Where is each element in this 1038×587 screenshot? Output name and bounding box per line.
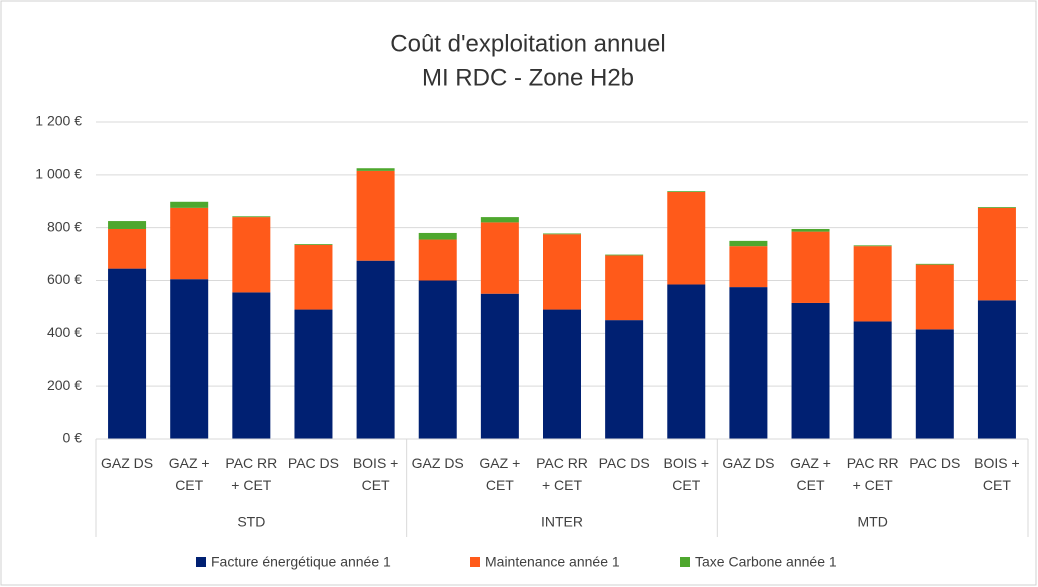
x-tick-label: PAC DS xyxy=(598,455,650,471)
bar-segment xyxy=(418,280,457,439)
bar-segment xyxy=(232,216,271,218)
bar-segment xyxy=(294,244,333,310)
bar-segment xyxy=(605,320,644,439)
x-tick-label: GAZ DS xyxy=(722,455,775,471)
bar-segment xyxy=(294,309,333,439)
bar-segment xyxy=(853,245,892,247)
chart-subtitle: MI RDC - Zone H2b xyxy=(422,64,634,91)
bar-segment xyxy=(418,239,457,281)
x-tick-label: GAZ + CET xyxy=(479,455,521,493)
legend-swatch xyxy=(196,557,206,567)
group-label: MTD xyxy=(858,514,888,530)
legend-swatch xyxy=(680,557,690,567)
legend-label: Maintenance année 1 xyxy=(485,554,620,570)
bar-segment xyxy=(667,191,706,193)
bar-segment xyxy=(543,234,581,310)
bar-segment xyxy=(853,246,892,322)
y-tick-label: 200 € xyxy=(47,377,82,393)
group-label: INTER xyxy=(541,514,583,530)
y-tick-label: 600 € xyxy=(47,271,82,287)
bar-segment xyxy=(170,279,209,439)
x-tick-label: PAC DS xyxy=(287,455,339,471)
x-tick-label: BOIS + CET xyxy=(974,455,1020,493)
group-label: STD xyxy=(237,514,265,530)
bar-segment xyxy=(480,217,519,223)
bar-segment xyxy=(232,217,271,293)
bar-segment xyxy=(915,264,954,330)
bar-segment xyxy=(480,222,519,294)
bar-segment xyxy=(977,207,1016,301)
y-tick-label: 400 € xyxy=(47,324,82,340)
x-tick-label: BOIS + CET xyxy=(663,455,710,493)
bar-segment xyxy=(108,228,147,269)
chart-title: Coût d'exploitation annuel xyxy=(390,30,665,57)
bar-segment xyxy=(294,244,333,245)
bar-segment xyxy=(356,260,395,439)
bar-segment xyxy=(977,300,1016,439)
bar-segment xyxy=(232,292,271,439)
x-tick-label: GAZ + CET xyxy=(790,455,831,493)
bar-segment xyxy=(853,321,892,439)
x-tick-label: BOIS + CET xyxy=(352,455,399,493)
bar-segment xyxy=(170,201,209,208)
bar-segment xyxy=(667,192,706,285)
bar-segment xyxy=(356,170,395,261)
bar-segment xyxy=(667,284,706,439)
bar-segment xyxy=(356,168,395,171)
bar-segment xyxy=(108,268,147,439)
bar-segment xyxy=(418,232,457,240)
bar-segment xyxy=(543,233,581,235)
legend-label: Facture énergétique année 1 xyxy=(211,554,391,570)
bar-segment xyxy=(915,263,954,265)
x-tick-label: PAC DS xyxy=(909,455,961,471)
bar-segment xyxy=(605,254,644,256)
bar-segment xyxy=(729,287,768,439)
x-tick-label: GAZ + CET xyxy=(168,455,210,493)
y-tick-label: 1 000 € xyxy=(35,166,82,182)
bar-segment xyxy=(108,221,147,229)
legend-label: Taxe Carbone année 1 xyxy=(695,554,837,570)
bar-segment xyxy=(480,293,519,439)
bar-segment xyxy=(729,246,768,288)
legend-swatch xyxy=(470,557,480,567)
bar-segment xyxy=(605,255,644,321)
x-tick-label: PAC RR + CET xyxy=(536,455,588,493)
bar-segment xyxy=(170,207,209,280)
x-tick-label: PAC RR + CET xyxy=(225,455,278,493)
y-tick-label: 1 200 € xyxy=(35,113,82,129)
bar-segment xyxy=(791,228,830,232)
bar-segment xyxy=(791,302,830,439)
bar-segment xyxy=(915,329,954,439)
x-tick-label: PAC RR + CET xyxy=(846,455,899,493)
bar-segment xyxy=(977,207,1016,208)
x-tick-label: GAZ DS xyxy=(411,455,464,471)
x-tick-label: GAZ DS xyxy=(101,455,154,471)
bar-segment xyxy=(791,231,830,303)
y-tick-label: 0 € xyxy=(63,430,83,446)
y-tick-label: 800 € xyxy=(47,218,82,234)
bar-segment xyxy=(543,309,581,439)
bar-segment xyxy=(729,240,768,247)
